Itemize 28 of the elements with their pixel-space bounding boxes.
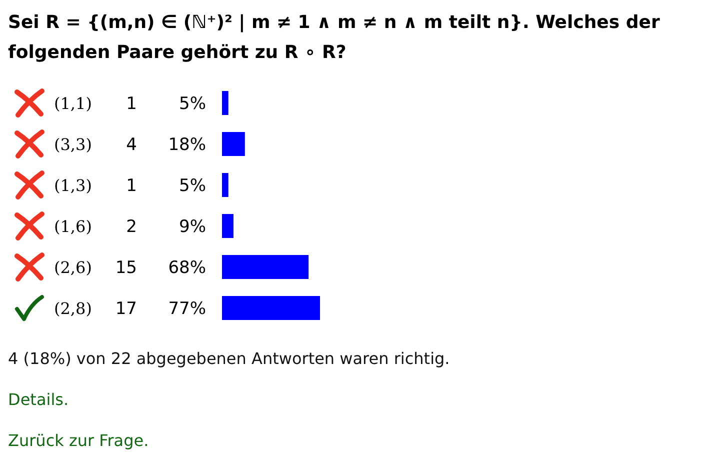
data-label: 18% (168, 135, 206, 155)
bar (222, 255, 309, 279)
bar (222, 296, 320, 320)
data-label: 9% (179, 217, 206, 237)
data-label: 77% (168, 299, 206, 319)
text: 1 (126, 94, 137, 114)
bar (222, 132, 245, 156)
bar (222, 91, 228, 115)
bar (222, 214, 234, 238)
text: Zurück zur Frage. (8, 431, 149, 450)
y-tick-label: (1,1) (54, 94, 92, 113)
text: 15 (115, 258, 137, 278)
y-tick-label: (2,6) (54, 258, 92, 277)
text: 4 (126, 135, 137, 155)
y-tick-label: (3,3) (54, 135, 92, 154)
y-tick-label: (2,8) (54, 299, 92, 318)
text: Details. (8, 390, 69, 409)
text: 1 (126, 176, 137, 196)
y-tick-label: (1,6) (54, 217, 92, 236)
chart-title: Sei R = {(m,n) ∈ (ℕ⁺)² | m ≠ 1 ∧ m ≠ n ∧ m teilt n}. Welches der folgenden Paare gehört zu R ∘ R? (8, 12, 660, 63)
y-tick-label: (1,3) (54, 176, 92, 195)
text: 4 (18%) von 22 abgegebenen Antworten waren richtig. (8, 349, 450, 368)
text: 2 (126, 217, 137, 237)
bar (222, 173, 228, 197)
text: 17 (115, 299, 137, 319)
data-label: 5% (179, 94, 206, 114)
data-label: 5% (179, 176, 206, 196)
data-label: 68% (168, 258, 206, 278)
